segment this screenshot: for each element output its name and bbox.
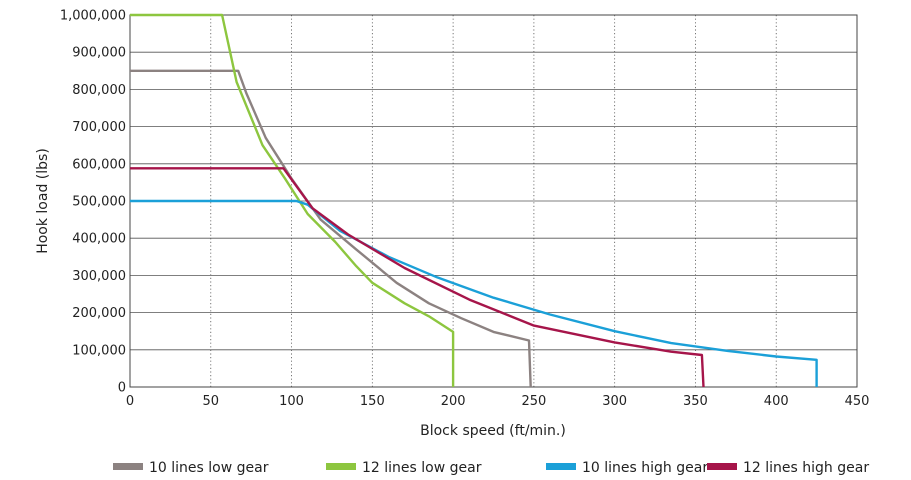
x-tick-label: 50	[203, 394, 220, 409]
y-tick-label: 400,000	[72, 232, 126, 247]
x-tick-label: 350	[683, 394, 708, 409]
x-tick-label: 400	[764, 394, 789, 409]
x-axis-title: Block speed (ft/min.)	[420, 423, 566, 439]
y-tick-label: 300,000	[72, 269, 126, 284]
x-tick-label: 200	[441, 394, 466, 409]
x-axis-tick-labels: 0 50 100 150 200 250 300 350 400 450	[126, 394, 870, 409]
legend-swatch-2	[326, 463, 356, 470]
chart-legend: 10 lines low gear 12 lines low gear 10 lin…	[113, 460, 869, 476]
x-tick-label: 150	[360, 394, 385, 409]
y-tick-label: 700,000	[72, 120, 126, 135]
x-tick-label: 100	[279, 394, 304, 409]
y-tick-label: 0	[118, 381, 126, 396]
x-tick-label: 300	[602, 394, 627, 409]
y-axis-tick-labels: 0 100,000 200,000 300,000 400,000 500,000 600,…	[60, 9, 126, 396]
legend-swatch-1	[113, 463, 143, 470]
x-tick-label: 450	[845, 394, 870, 409]
series-line-3	[130, 199, 818, 387]
legend-swatch-4	[707, 463, 737, 470]
series-line-4	[130, 167, 705, 388]
y-tick-label: 800,000	[72, 83, 126, 98]
series-line-1	[130, 69, 532, 388]
y-tick-label: 1,000,000	[60, 9, 126, 24]
legend-label-3: 10 lines high gear	[582, 460, 708, 476]
vertical-gridlines	[210, 15, 777, 387]
y-axis-title: Hook load (lbs)	[35, 148, 51, 254]
series-line-2	[130, 13, 455, 387]
y-tick-label: 200,000	[72, 306, 126, 321]
x-tick-label: 0	[126, 394, 134, 409]
y-tick-label: 900,000	[72, 46, 126, 61]
legend-label-4: 12 lines high gear	[743, 460, 869, 476]
y-tick-label: 100,000	[72, 343, 126, 358]
y-tick-label: 500,000	[72, 195, 126, 210]
legend-swatch-3	[546, 463, 576, 470]
series-lines	[130, 13, 818, 388]
y-tick-label: 600,000	[72, 157, 126, 172]
legend-label-1: 10 lines low gear	[149, 460, 269, 476]
x-tick-label: 250	[521, 394, 546, 409]
legend-label-2: 12 lines low gear	[362, 460, 482, 476]
